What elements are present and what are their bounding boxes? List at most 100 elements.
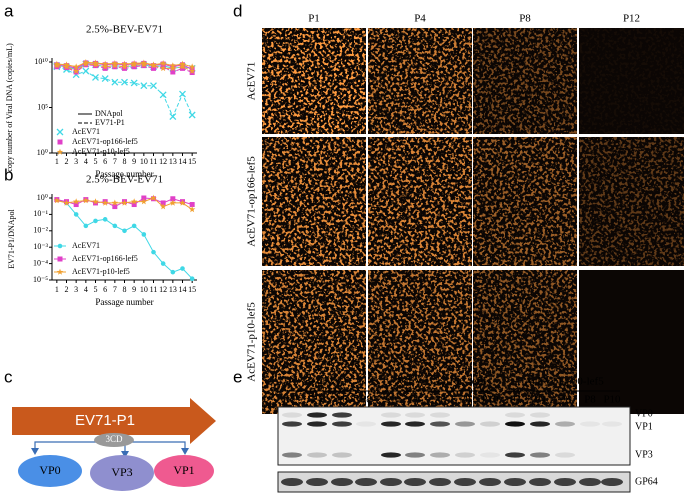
protein-band [282, 421, 302, 427]
marker [140, 198, 148, 205]
legend-label: AcEV71-op166-lef5 [72, 254, 138, 263]
x-tick-label: 15 [188, 285, 196, 294]
micrograph-signal [368, 137, 472, 266]
legend-label: EV71-P1 [95, 118, 125, 127]
marker [82, 60, 90, 67]
protein-band [405, 412, 425, 418]
marker [121, 78, 128, 86]
marker [92, 61, 99, 68]
row-label: AcEV71 [246, 62, 258, 101]
micrograph-signal [262, 28, 366, 134]
marker [130, 61, 138, 68]
x-tick-label: 5 [94, 157, 98, 166]
y-tick-label: 10⁵ [37, 102, 48, 111]
protein-band [381, 421, 401, 427]
protein-band [405, 421, 425, 427]
lane-label: P4 [534, 394, 546, 406]
panel-letter: a [4, 1, 14, 20]
protein-band [332, 412, 352, 418]
x-tick-label: 9 [132, 285, 136, 294]
micrograph-signal [262, 137, 366, 266]
protease-cloud [94, 433, 134, 447]
loading-band [554, 478, 576, 486]
marker [121, 199, 128, 206]
series-line [56, 64, 193, 73]
x-tick-label: 14 [179, 285, 187, 294]
lane-label: P8 [360, 394, 372, 406]
marker [56, 128, 64, 136]
y-tick-label: 10¹⁰ [34, 57, 48, 66]
protein-band [307, 452, 327, 458]
x-tick-label: 3 [74, 157, 78, 166]
x-tick-label: 2 [65, 285, 69, 294]
marker [188, 67, 196, 74]
lane-label: P6 [559, 394, 571, 406]
band-label: VP1 [635, 421, 653, 432]
column-label: P1 [308, 13, 320, 25]
protein-band [282, 412, 302, 418]
x-tick-label: 5 [94, 285, 98, 294]
lane-label: P2 [286, 394, 298, 406]
group-label: AcEV71 [309, 376, 348, 388]
lane-label: P2 [385, 394, 397, 406]
marker [189, 276, 195, 282]
marker [159, 91, 167, 99]
marker [101, 63, 109, 70]
protein-band [555, 421, 575, 427]
lane-label: P4 [409, 394, 421, 406]
protein-band [356, 421, 376, 427]
micrograph [579, 270, 684, 414]
x-tick-label: 12 [159, 285, 167, 294]
marker [179, 63, 186, 70]
marker [170, 269, 176, 275]
marker [92, 74, 99, 81]
marker [101, 199, 109, 206]
protein-band [555, 452, 575, 458]
protein-band [455, 452, 475, 458]
arrowhead [121, 451, 129, 458]
marker [150, 62, 157, 69]
protein-band [307, 412, 327, 418]
band-label: GP64 [635, 476, 658, 487]
marker [180, 65, 185, 71]
x-tick-label: 4 [84, 285, 88, 294]
loading-band [504, 478, 526, 486]
marker [170, 69, 176, 75]
row-label: AcEV71-p10-lef5 [246, 302, 258, 382]
marker [73, 212, 79, 217]
micrograph-signal [262, 270, 366, 414]
group-label: AcEV71-op166-lef5 [395, 376, 486, 388]
micrograph-signal [368, 270, 472, 414]
protein-band [430, 421, 450, 427]
marker [63, 63, 70, 70]
marker [112, 204, 118, 210]
protein-band [282, 452, 302, 458]
lane-label: P2 [509, 394, 521, 406]
protein-band [381, 412, 401, 418]
lane-label: P8 [459, 394, 471, 406]
marker [141, 195, 147, 201]
x-tick-label: 12 [159, 157, 167, 166]
loading-band [281, 478, 303, 486]
marker [131, 223, 137, 229]
marker [57, 139, 63, 145]
x-tick-label: 8 [123, 285, 127, 294]
x-tick-label: 7 [113, 157, 117, 166]
band-label: VP0 [635, 408, 653, 419]
micrograph-signal [473, 137, 577, 266]
marker [150, 82, 157, 90]
legend-label: DNApol [95, 109, 123, 118]
loading-band [380, 478, 402, 486]
group-label: AcEV71-p10-lef5 [524, 376, 604, 388]
marker [150, 194, 157, 201]
marker [169, 64, 177, 72]
y-tick-label: 10⁻² [33, 226, 48, 235]
marker [92, 198, 99, 205]
x-tick-label: 10 [140, 285, 148, 294]
micrograph-signal [579, 137, 684, 266]
protein-band [530, 452, 550, 458]
marker [57, 243, 63, 249]
legend-label: AcEV71-op166-lef5 [72, 137, 138, 146]
loading-band [479, 478, 501, 486]
panel-letter: c [4, 367, 13, 386]
